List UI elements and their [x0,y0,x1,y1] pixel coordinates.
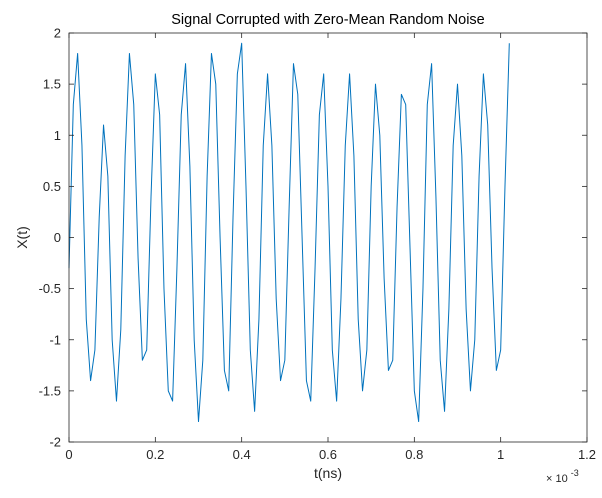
y-tick-label: -0.5 [39,281,61,296]
x-tick-label: 1 [497,447,504,462]
x-axis-exponent-power: -3 [571,468,579,478]
y-tick-label: 1.5 [43,77,61,92]
y-tick-label: -1 [49,332,61,347]
x-axis-label: t(ns) [314,465,342,481]
y-tick-label: 1 [54,128,61,143]
x-tick-label: 0.4 [233,447,251,462]
y-tick-label: 0.5 [43,179,61,194]
x-tick-label: 0 [65,447,72,462]
series-layer [68,42,510,423]
chart-title: Signal Corrupted with Zero-Mean Random N… [171,12,485,28]
axes-area [69,33,587,442]
y-tick-label: -2 [49,435,61,450]
series-line-1 [68,42,510,423]
y-tick-label: -1.5 [39,383,61,398]
y-tick-label: 2 [54,26,61,41]
x-tick-label: 0.6 [319,447,337,462]
y-axis-label: X(t) [14,226,30,249]
x-tick-label: 0.8 [405,447,423,462]
x-axis-exponent: × 10 -3 [546,468,579,485]
ticks-layer: 0 0.2 0.4 0.6 0.8 1 1.2 -2 -1.5 -1 -0.5 0 0.5 1 1.5 2 [39,26,596,463]
y-tick-label: 0 [54,230,61,245]
x-axis-exponent-base: × 10 [546,473,568,485]
x-tick-label: 1.2 [578,447,596,462]
x-tick-label: 0.2 [146,447,164,462]
